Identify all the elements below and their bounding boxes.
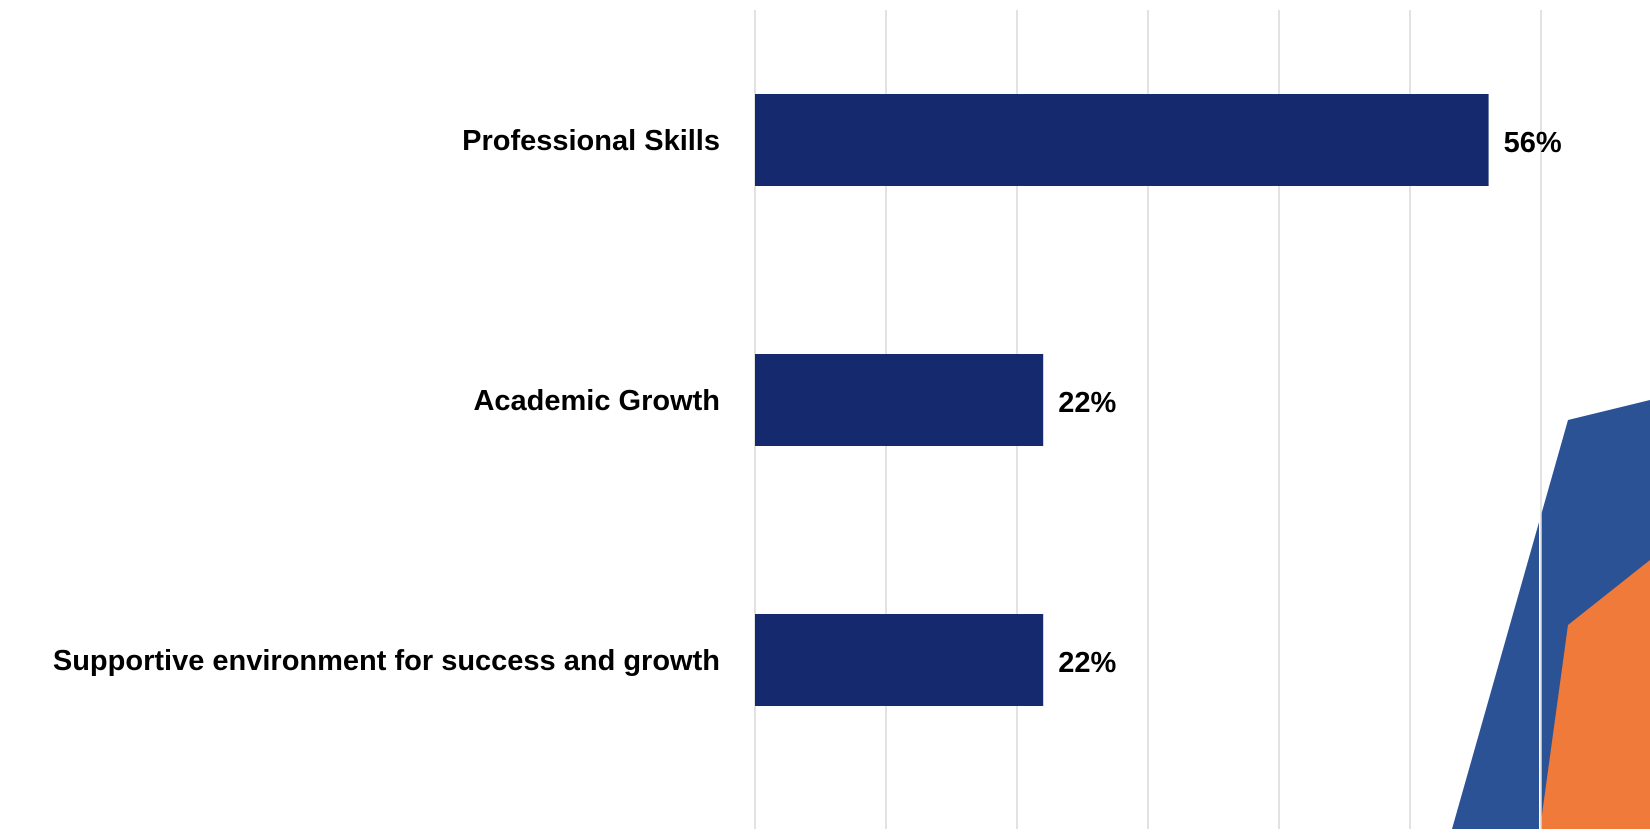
corner-accent-shape xyxy=(1452,400,1650,829)
bar-2 xyxy=(755,354,1044,446)
data-label-3: 22% xyxy=(1058,647,1116,679)
corner-accent-orange-shape xyxy=(1540,560,1650,829)
data-label-2: 22% xyxy=(1058,387,1116,419)
category-labels: Professional Skills Academic Growth Suppor… xyxy=(53,125,720,677)
bar-3 xyxy=(755,614,1044,706)
bar-1 xyxy=(755,94,1489,186)
bars xyxy=(755,94,1489,706)
data-label-1: 56% xyxy=(1504,127,1562,159)
category-label-3: Supportive environment for success and g… xyxy=(53,645,720,677)
category-label-2: Academic Growth xyxy=(473,385,720,417)
category-label-1: Professional Skills xyxy=(462,125,720,157)
data-labels: 56% 22% 22% xyxy=(1058,127,1562,679)
